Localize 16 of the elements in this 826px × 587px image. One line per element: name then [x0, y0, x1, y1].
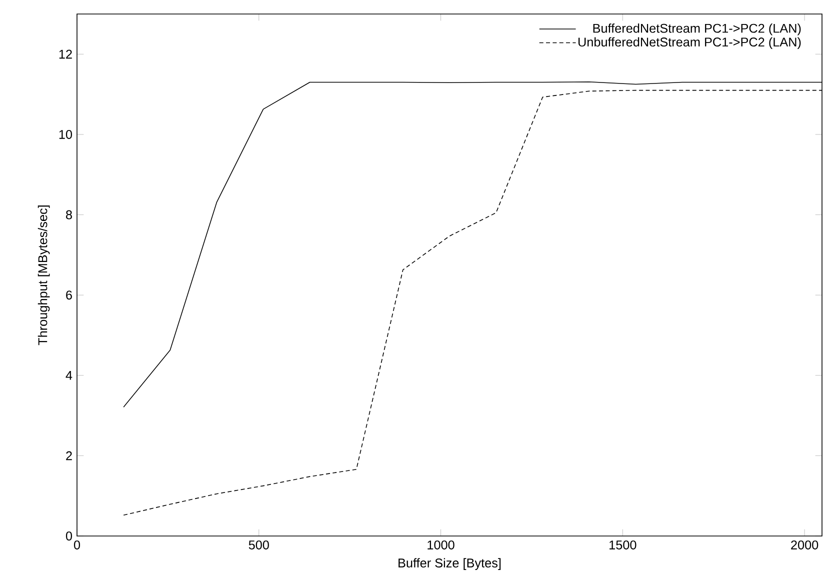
y-tick-label: 0 [66, 532, 72, 540]
y-tick-label: 2 [66, 451, 72, 460]
legend-label: BufferedNetStream PC1->PC2 (LAN) [593, 23, 801, 36]
legend-label: UnbufferedNetStream PC1->PC2 (LAN) [578, 37, 801, 50]
x-tick-label: 0 [74, 540, 80, 550]
x-tick-label: 1000 [428, 540, 454, 550]
y-axis-title: Throughput [MBytes/sec] [38, 206, 50, 346]
x-tick-label: 500 [248, 540, 269, 550]
x-tick-label: 1500 [610, 540, 636, 550]
x-axis-title: Buffer Size [Bytes] [398, 558, 501, 570]
y-tick-label: 8 [66, 210, 72, 220]
y-tick-label: 4 [66, 371, 72, 380]
x-tick-label: 2000 [791, 540, 818, 550]
y-tick-label: 12 [59, 50, 72, 59]
y-tick-label: 10 [59, 130, 72, 139]
y-tick-label: 6 [66, 290, 72, 300]
